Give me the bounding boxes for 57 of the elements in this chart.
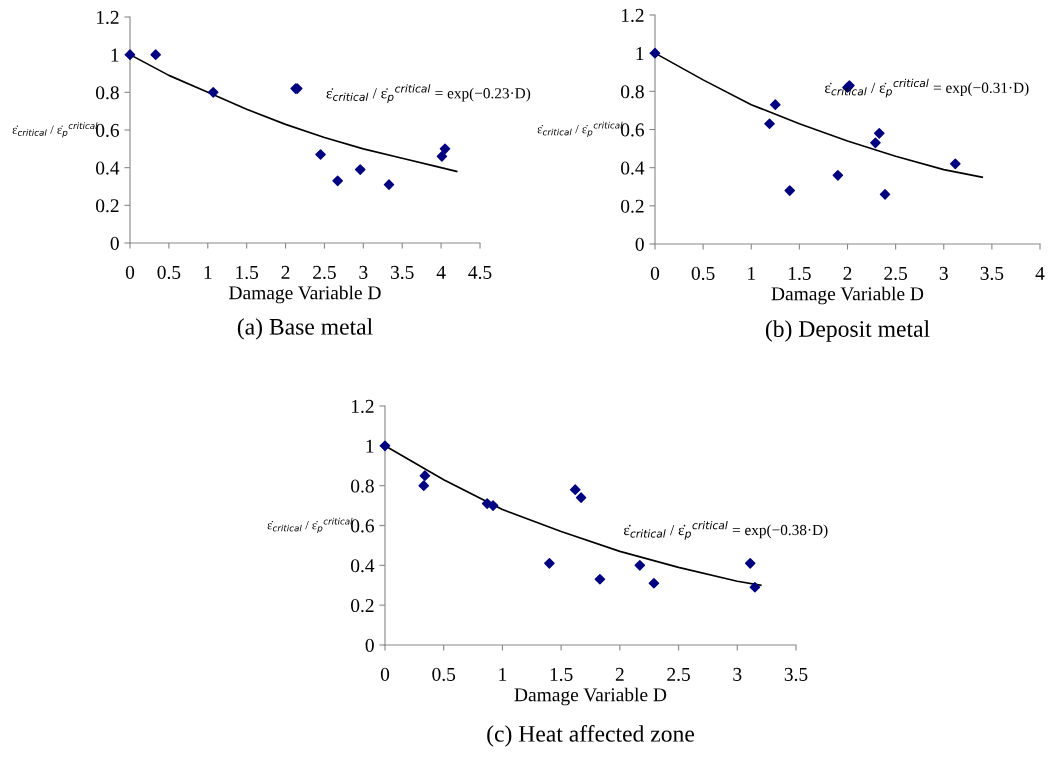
x-tick-label: 4.5 <box>468 265 492 279</box>
x-tick-label: 0 <box>650 266 660 280</box>
x-tick-label: 0.5 <box>691 266 715 280</box>
x-tick-label: 3.5 <box>784 667 808 681</box>
y-tick-label: 1.2 <box>621 8 644 23</box>
x-axis-title: Damage Variable D <box>771 286 924 305</box>
x-tick-label: 4 <box>436 265 446 279</box>
text: (b) Deposit metal <box>765 320 930 342</box>
y-tick-label: 0 <box>110 236 119 250</box>
y-tick-label: 0.6 <box>351 519 374 533</box>
text: (a) Base metal <box>237 318 373 340</box>
x-tick-label: 2.5 <box>313 265 336 279</box>
y-tick-label: 0.2 <box>351 598 374 613</box>
y-tick-label: 1 <box>111 48 119 62</box>
y-tick-label: 0.4 <box>621 161 645 175</box>
x-tick-label: 1.5 <box>788 266 811 280</box>
x-tick-label: 1 <box>204 265 212 279</box>
x-tick-label: 2 <box>615 667 624 681</box>
x-tick-label: 1.5 <box>550 667 573 681</box>
y-tick-label: 0 <box>635 237 644 251</box>
y-tick-label: 0.4 <box>351 559 375 573</box>
y-tick-label: 0.6 <box>96 123 119 138</box>
y-tick-label: 0.8 <box>351 479 374 493</box>
x-tick-label: 4 <box>1035 266 1045 280</box>
annotation: ε̇$_{critical}$ / ε̇$_{p}$$^{critical}$ = exp(−0.23·D) <box>326 84 531 104</box>
y-tick-label: 0.4 <box>96 161 120 175</box>
y-tick-label: 0 <box>365 638 374 652</box>
y-tick-label: 0.8 <box>621 85 644 99</box>
y-tick-label: 1 <box>636 47 644 60</box>
x-tick-label: 3.5 <box>391 265 414 279</box>
annotation: ε̇$_{critical}$ / ε̇$_{p}$$^{critical}$ = exp(−0.31·D) <box>824 78 1029 98</box>
x-tick-label: 1 <box>499 667 507 681</box>
y-tick-label: 0.2 <box>96 199 119 213</box>
text: (c) Heat affected zone <box>487 724 694 747</box>
x-tick-label: 3.5 <box>980 266 1004 280</box>
x-tick-label: 3 <box>939 266 948 280</box>
x-tick-label: 2.5 <box>667 667 690 681</box>
y-tick-label: 1.2 <box>96 10 119 25</box>
x-tick-label: 2 <box>281 265 290 279</box>
x-tick-label: 1 <box>748 266 755 280</box>
x-tick-label: 2.5 <box>884 266 908 280</box>
y-tick-label: 0.8 <box>96 86 119 100</box>
y-tick-label: 1.2 <box>351 399 374 414</box>
x-axis-title: Damage Variable D <box>229 285 381 304</box>
x-tick-label: 0 <box>380 667 390 681</box>
x-tick-label: 2 <box>843 266 852 280</box>
x-tick-label: 0.5 <box>157 265 181 279</box>
x-tick-label: 0.5 <box>432 667 456 681</box>
y-tick-label: 0.2 <box>621 199 644 213</box>
x-tick-label: 3 <box>359 265 368 279</box>
annotation: ε̇$_{critical}$ / ε̇$_{p}$$^{critical}$ = exp(−0.38·D) <box>623 521 828 540</box>
x-tick-label: 1.5 <box>236 265 259 279</box>
x-axis-title: Damage Variable D <box>514 687 667 706</box>
x-tick-label: 0 <box>125 265 135 279</box>
y-tick-label: 0.6 <box>621 123 644 137</box>
x-tick-label: 3 <box>733 667 742 681</box>
y-tick-label: 1 <box>366 439 374 453</box>
